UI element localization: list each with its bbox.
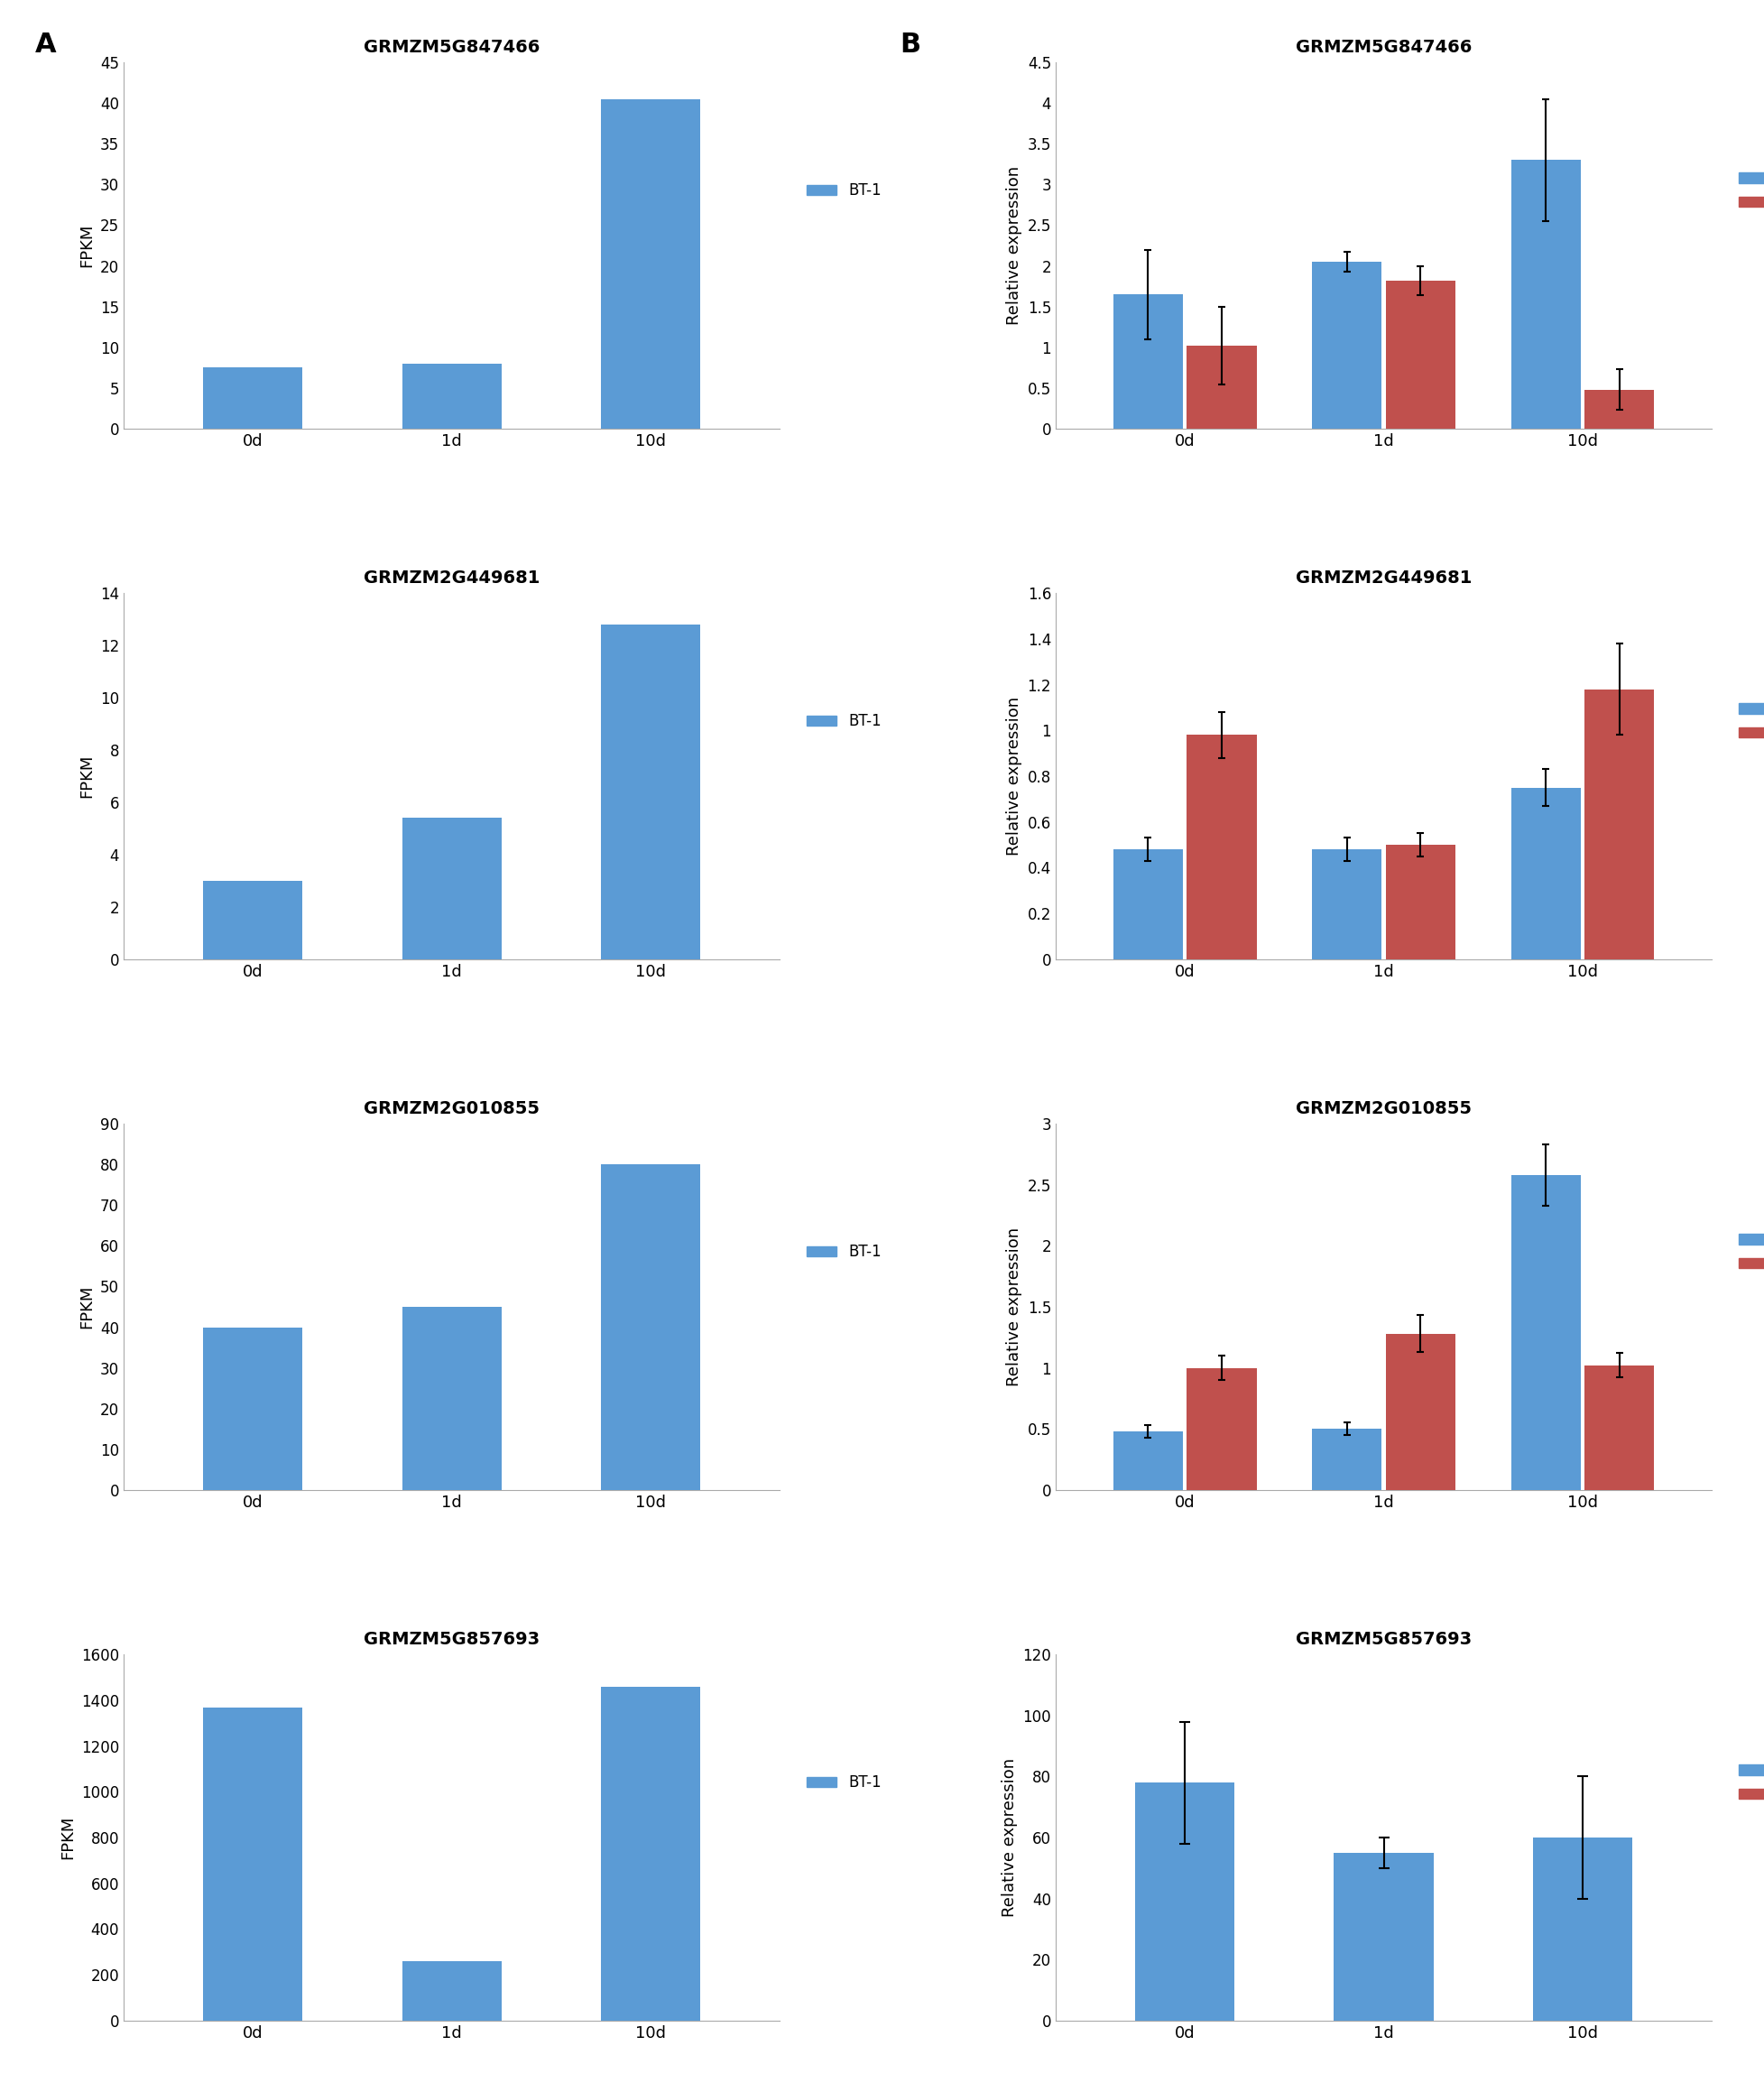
Bar — [203, 1708, 302, 2021]
Bar — [1134, 1783, 1235, 2021]
Bar — [1311, 850, 1381, 958]
Bar — [1311, 1429, 1381, 1489]
Y-axis label: Relative expression: Relative expression — [1005, 167, 1021, 325]
Bar — [600, 100, 700, 429]
Bar — [1510, 787, 1581, 958]
Text: A: A — [35, 31, 56, 58]
Legend: BT-1: BT-1 — [801, 177, 887, 204]
Bar — [1185, 735, 1256, 958]
Y-axis label: Relative expression: Relative expression — [1005, 696, 1021, 856]
Bar — [1311, 262, 1381, 429]
Bar — [1113, 850, 1182, 958]
Title: GRMZM5G857693: GRMZM5G857693 — [1295, 1631, 1471, 1648]
Bar — [600, 625, 700, 958]
Title: GRMZM5G847466: GRMZM5G847466 — [1295, 40, 1471, 56]
Bar — [600, 1164, 700, 1489]
Bar — [1113, 294, 1182, 429]
Bar — [1385, 281, 1455, 429]
Bar — [1385, 1333, 1455, 1489]
Legend: BT-1, N6: BT-1, N6 — [1732, 165, 1764, 217]
Legend: BT-1, N6: BT-1, N6 — [1732, 1756, 1764, 1808]
Title: GRMZM2G449681: GRMZM2G449681 — [363, 569, 540, 587]
Bar — [203, 1327, 302, 1489]
Bar — [1334, 1852, 1432, 2021]
Y-axis label: FPKM: FPKM — [60, 1816, 76, 1860]
Bar — [402, 1306, 501, 1489]
Legend: BT-1: BT-1 — [801, 706, 887, 735]
Bar — [1533, 1837, 1632, 2021]
Bar — [1385, 846, 1455, 958]
Bar — [203, 881, 302, 958]
Bar — [1510, 160, 1581, 429]
Bar — [203, 367, 302, 429]
Y-axis label: FPKM: FPKM — [79, 1285, 95, 1329]
Title: GRMZM5G847466: GRMZM5G847466 — [363, 40, 540, 56]
Bar — [600, 1687, 700, 2021]
Bar — [1584, 689, 1653, 958]
Y-axis label: Relative expression: Relative expression — [1000, 1758, 1018, 1916]
Title: GRMZM5G857693: GRMZM5G857693 — [363, 1631, 540, 1648]
Title: GRMZM2G010855: GRMZM2G010855 — [363, 1100, 540, 1116]
Title: GRMZM2G010855: GRMZM2G010855 — [1295, 1100, 1471, 1116]
Bar — [402, 1960, 501, 2021]
Legend: BT-1: BT-1 — [801, 1768, 887, 1798]
Bar — [1510, 1175, 1581, 1489]
Bar — [1185, 1369, 1256, 1489]
Legend: BT-1, N6: BT-1, N6 — [1732, 1227, 1764, 1279]
Y-axis label: Relative expression: Relative expression — [1005, 1227, 1021, 1387]
Y-axis label: FPKM: FPKM — [79, 754, 95, 798]
Legend: BT-1: BT-1 — [801, 1237, 887, 1266]
Y-axis label: FPKM: FPKM — [79, 223, 95, 267]
Bar — [402, 819, 501, 958]
Bar — [1113, 1431, 1182, 1489]
Title: GRMZM2G449681: GRMZM2G449681 — [1295, 569, 1471, 587]
Bar — [1185, 346, 1256, 429]
Legend: BT-1, N6: BT-1, N6 — [1732, 696, 1764, 748]
Bar — [1584, 390, 1653, 429]
Bar — [402, 362, 501, 429]
Text: B: B — [900, 31, 921, 58]
Bar — [1584, 1364, 1653, 1489]
